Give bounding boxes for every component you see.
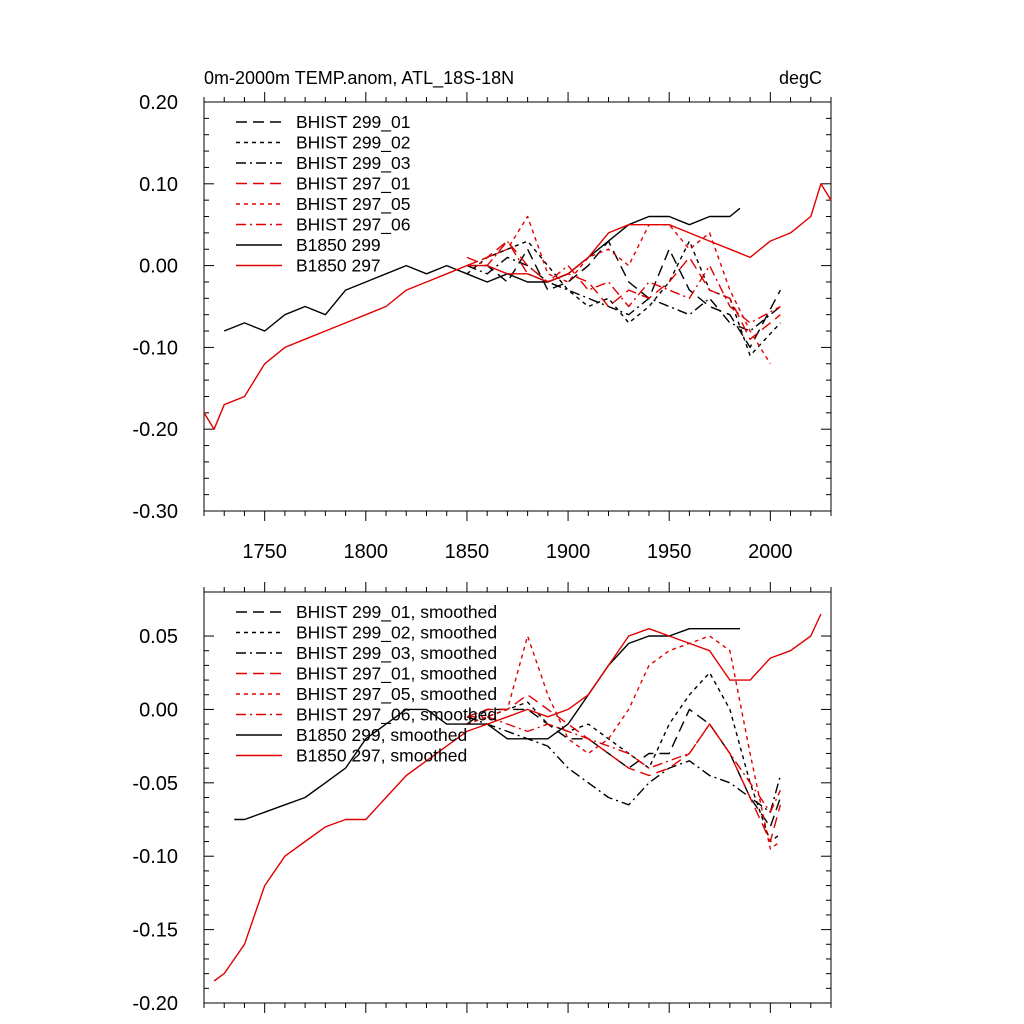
units-label: degC	[779, 68, 822, 88]
y-tick-label: 0.10	[139, 174, 178, 196]
legend-label: BHIST 297_05, smoothed	[296, 684, 497, 705]
y-tick-label: 0.20	[139, 92, 178, 114]
y-tick-label: 0.05	[139, 626, 178, 648]
legend-label: B1850 299, smoothed	[296, 725, 467, 745]
x-tick-label: 1950	[647, 541, 692, 563]
legend-label: BHIST 297_01, smoothed	[296, 664, 497, 685]
series-line-4	[466, 635, 781, 850]
y-tick-label: -0.10	[132, 337, 178, 359]
series-line-1	[466, 672, 781, 843]
bottom-panel: 0.05 0.00 -0.05 -0.10 -0.15 -0.20 BHIST 299_0…	[132, 582, 832, 1015]
top-panel: 0m-2000m TEMP.anom, ATL_18S-18N degC 175…	[132, 68, 832, 563]
series-line-0	[466, 240, 782, 349]
legend-label: B1850 299	[296, 235, 381, 255]
y-tick-label: -0.30	[132, 501, 178, 523]
y-tick-label: 0.00	[139, 699, 178, 721]
x-tick-label: 1800	[344, 541, 389, 563]
series-line-2	[466, 256, 781, 332]
legend-label: BHIST 299_01, smoothed	[296, 602, 497, 623]
x-tick-label: 1900	[546, 541, 591, 563]
series-line-3	[466, 240, 781, 340]
series-line-2	[466, 716, 782, 813]
legend-label: BHIST 297_06, smoothed	[296, 705, 497, 726]
y-tick-label: -0.20	[132, 419, 178, 441]
legend-label: BHIST 297_01	[296, 174, 410, 195]
series-line-0	[466, 708, 782, 828]
y-tick-label: -0.15	[132, 920, 178, 942]
legend-label: BHIST 297_05	[296, 194, 410, 215]
y-tick-label: -0.20	[132, 993, 178, 1015]
x-tick-label: 1850	[445, 541, 490, 563]
legend-label: BHIST 299_02, smoothed	[296, 623, 497, 644]
legend-label: B1850 297, smoothed	[296, 746, 467, 766]
legend-label: BHIST 299_02	[296, 133, 410, 154]
series-line-7	[203, 183, 832, 430]
series-line-6	[223, 207, 741, 332]
y-tick-label: -0.05	[132, 773, 178, 795]
legend-label: BHIST 299_03, smoothed	[296, 643, 497, 664]
legend-label: B1850 297	[296, 256, 381, 276]
x-tick-label: 2000	[748, 541, 793, 563]
y-tick-label: -0.10	[132, 846, 178, 868]
plot-frame	[203, 101, 832, 512]
x-tick-label: 1750	[242, 541, 287, 563]
legend-label: BHIST 299_01	[296, 112, 410, 133]
series-line-5	[466, 240, 781, 324]
legend-label: BHIST 297_06	[296, 215, 410, 236]
series-line-1	[466, 240, 781, 357]
legend-label: BHIST 299_03	[296, 153, 410, 174]
series-line-5	[466, 716, 782, 813]
chart-title: 0m-2000m TEMP.anom, ATL_18S-18N	[204, 68, 514, 89]
series-line-7	[213, 613, 822, 982]
series-line-4	[466, 215, 771, 365]
y-tick-label: 0.00	[139, 256, 178, 278]
series-line-3	[466, 694, 782, 843]
